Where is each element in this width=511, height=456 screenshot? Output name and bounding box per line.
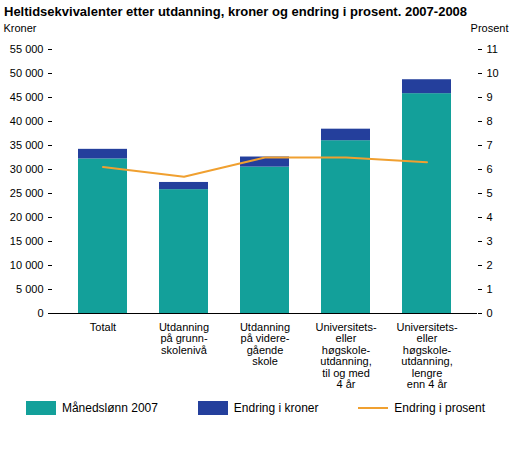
svg-text:40 000: 40 000 [10,115,44,127]
html-text:Endring i kroner: Endring i kroner [233,401,319,415]
svg-text:15 000: 15 000 [10,235,44,247]
svg-text:35 000: 35 000 [10,139,44,151]
svg-text:2: 2 [487,259,493,271]
svg-text:4: 4 [487,211,493,223]
svg-text:7: 7 [487,139,493,151]
svg-text:Universitets-ellerhøgskole-utd: Universitets-ellerhøgskole-utdanning,til… [315,321,376,391]
svg-text:0: 0 [487,307,493,319]
svg-text:25 000: 25 000 [10,187,44,199]
svg-text:10: 10 [487,67,499,79]
svg-text:Utdanningpå grunn-skolenivå: Utdanningpå grunn-skolenivå [159,321,209,356]
svg-text:45 000: 45 000 [10,91,44,103]
svg-text:30 000: 30 000 [10,163,44,175]
svg-text:20 000: 20 000 [10,211,44,223]
svg-text:9: 9 [487,91,493,103]
svg-text:Prosent: Prosent [471,22,509,34]
svg-text:10 000: 10 000 [10,259,44,271]
svg-text:3: 3 [487,235,493,247]
svg-text:8: 8 [487,115,493,127]
svg-text:11: 11 [487,43,498,55]
svg-text:Universitets-ellerhøgskole-utd: Universitets-ellerhøgskole-utdanning,len… [396,321,457,391]
svg-text:Utdanningpå videre-gåendeskole: Utdanningpå videre-gåendeskole [240,321,290,368]
svg-text:Totalt: Totalt [90,321,116,333]
svg-text:1: 1 [487,283,493,295]
html-text:Heltidsekvivalenter etter utda: Heltidsekvivalenter etter utdanning, kro… [4,4,468,19]
html-text:Månedslønn 2007: Månedslønn 2007 [61,401,158,415]
svg-text:55 000: 55 000 [10,43,44,55]
svg-text:Kroner: Kroner [4,22,37,34]
svg-text:5: 5 [487,187,493,199]
svg-text:6: 6 [487,163,493,175]
svg-text:0: 0 [37,307,43,319]
html-text:Endring i prosent: Endring i prosent [394,401,486,415]
svg-text:50 000: 50 000 [10,67,44,79]
svg-text:5 000: 5 000 [16,283,44,295]
